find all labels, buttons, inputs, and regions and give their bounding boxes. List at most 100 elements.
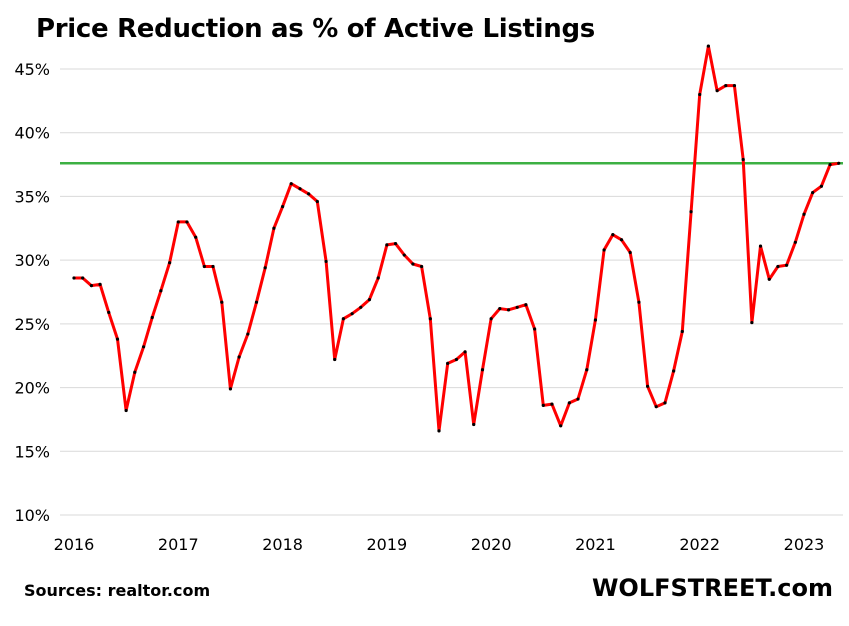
data-point-0-3: [98, 282, 102, 286]
x-tick-label-0: 2016: [54, 535, 95, 554]
data-point-0-84: [802, 212, 806, 216]
data-point-0-23: [272, 226, 276, 230]
data-point-0-51: [515, 305, 519, 309]
data-point-0-78: [750, 320, 754, 325]
data-point-0-82: [784, 263, 789, 267]
data-point-0-70: [680, 329, 684, 334]
data-point-0-48: [489, 317, 493, 321]
data-point-0-59: [585, 368, 589, 372]
data-point-0-0: [72, 276, 76, 280]
brand-logo-text: WOLFSTREET.com: [591, 574, 833, 602]
data-point-0-30: [333, 357, 337, 362]
data-point-0-14: [194, 235, 198, 239]
data-point-0-83: [793, 240, 797, 244]
x-axis-ticks: 2016 2017 2018 2019 2020 2021 2022 2023: [54, 535, 825, 554]
y-tick-label-6: 40%: [14, 124, 50, 143]
data-point-0-18: [228, 387, 233, 391]
data-point-0-21: [254, 300, 259, 304]
data-point-0-56: [559, 424, 563, 428]
x-tick-label-4: 2020: [471, 535, 512, 554]
data-point-0-46: [472, 422, 476, 427]
data-point-0-66: [645, 384, 650, 388]
data-point-0-24: [280, 205, 285, 209]
y-tick-label-1: 15%: [14, 442, 50, 461]
data-point-0-41: [428, 317, 432, 321]
data-point-0-27: [307, 192, 311, 196]
data-point-0-25: [289, 182, 293, 186]
data-point-0-40: [419, 264, 424, 269]
y-tick-label-7: 45%: [14, 60, 50, 79]
data-point-0-69: [672, 369, 676, 373]
data-point-0-47: [480, 368, 485, 372]
data-point-0-7: [133, 370, 137, 374]
data-point-0-42: [437, 429, 441, 433]
data-point-0-85: [811, 191, 815, 195]
data-point-0-35: [376, 276, 380, 280]
data-point-0-44: [454, 357, 459, 362]
x-tick-label-2: 2018: [262, 535, 303, 554]
data-point-0-57: [567, 401, 571, 405]
x-tick-label-3: 2019: [366, 535, 407, 554]
data-point-0-58: [576, 397, 580, 401]
data-point-0-31: [341, 317, 345, 321]
data-point-0-32: [350, 312, 354, 316]
data-point-0-33: [359, 305, 363, 309]
x-tick-label-6: 2022: [679, 535, 720, 554]
marker-group: [72, 44, 841, 433]
data-point-0-81: [776, 264, 780, 269]
data-point-0-54: [541, 403, 545, 408]
data-point-0-49: [498, 306, 502, 311]
y-tick-label-3: 25%: [14, 315, 50, 334]
data-point-0-15: [202, 264, 206, 269]
y-axis-ticks: 10% 15% 20% 25% 30% 35% 40% 45%: [14, 60, 50, 525]
data-point-0-73: [706, 44, 710, 48]
source-note: Sources: realtor.com: [24, 581, 211, 600]
chart-title: Price Reduction as % of Active Listings: [36, 14, 595, 44]
data-point-0-9: [150, 315, 154, 320]
data-point-0-16: [211, 264, 215, 269]
x-tick-label-1: 2017: [158, 535, 199, 554]
data-point-0-64: [628, 250, 632, 255]
data-point-0-26: [298, 187, 302, 191]
data-point-0-75: [724, 83, 728, 88]
data-point-0-72: [698, 92, 702, 97]
data-point-0-53: [533, 327, 537, 331]
data-point-0-86: [819, 184, 824, 188]
data-point-0-76: [732, 83, 737, 88]
data-point-0-61: [602, 248, 606, 252]
data-point-0-39: [411, 262, 415, 266]
data-point-0-12: [176, 220, 180, 224]
data-point-0-28: [315, 199, 319, 204]
data-point-0-19: [237, 355, 241, 359]
data-point-0-67: [654, 405, 658, 409]
data-point-0-11: [168, 261, 172, 265]
y-tick-label-4: 30%: [14, 251, 50, 270]
data-point-0-37: [393, 241, 398, 246]
y-tick-label-2: 20%: [14, 379, 50, 398]
data-point-0-45: [463, 350, 467, 354]
data-point-0-36: [385, 243, 389, 247]
data-point-0-34: [367, 298, 372, 302]
data-point-0-2: [89, 284, 94, 288]
data-point-0-1: [81, 276, 85, 280]
data-point-0-38: [402, 253, 406, 257]
data-point-0-68: [663, 401, 667, 405]
data-point-0-4: [107, 310, 111, 314]
data-point-0-10: [159, 289, 163, 293]
y-tick-label-0: 10%: [14, 506, 50, 525]
data-point-0-65: [637, 300, 641, 304]
data-point-0-20: [246, 332, 250, 336]
data-point-0-13: [185, 220, 189, 224]
series-group: [72, 44, 841, 433]
data-point-0-17: [220, 300, 224, 304]
gridlines: [60, 68, 843, 516]
data-point-0-60: [593, 318, 598, 322]
data-point-0-77: [741, 157, 745, 162]
data-point-0-43: [446, 361, 450, 365]
data-point-0-63: [619, 238, 624, 242]
data-point-0-71: [689, 210, 693, 214]
x-tick-label-5: 2021: [575, 535, 616, 554]
data-point-0-87: [828, 162, 832, 167]
data-point-0-8: [141, 345, 146, 349]
y-tick-label-5: 35%: [14, 187, 50, 206]
